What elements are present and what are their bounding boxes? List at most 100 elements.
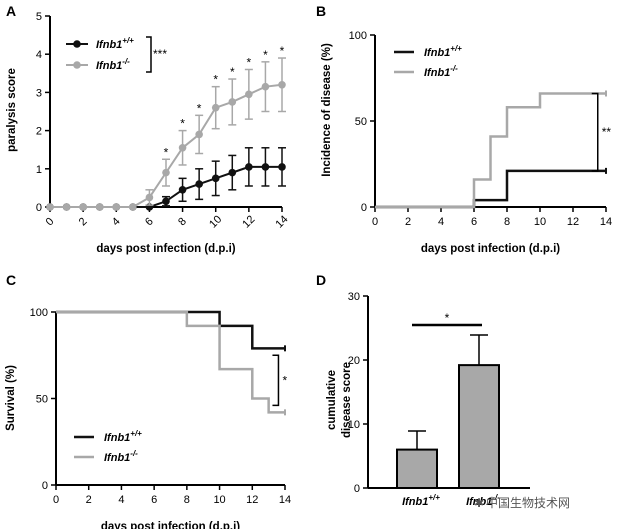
y-tick-label-b: 50 — [355, 116, 367, 128]
bar-1 — [458, 364, 500, 489]
x-tick-label-b: 10 — [534, 216, 546, 228]
x-tick-label-b: 12 — [567, 216, 579, 228]
watermark: 中国生物技术网 — [486, 495, 570, 510]
legend-marker-ko — [73, 61, 81, 69]
data-point-wt — [162, 197, 170, 206]
x-axis-label-c: days post infection (d.p.i) — [101, 521, 240, 529]
x-category-label-0: Ifnb1+/+ — [402, 493, 440, 508]
x-tick-label-c: 8 — [184, 494, 190, 506]
y-tick-label-a: 5 — [36, 11, 42, 23]
legend-label-wt: Ifnb1+/+ — [424, 44, 462, 59]
y-tick-label-b: 100 — [349, 30, 367, 42]
significance-star: * — [164, 145, 169, 159]
x-tick-label-c: 10 — [213, 494, 225, 506]
significance-star: * — [180, 117, 185, 131]
bar-0 — [396, 448, 438, 490]
y-tick-label-c: 50 — [36, 394, 48, 406]
x-tick-label-b: 0 — [372, 216, 378, 228]
y-tick-label-a: 2 — [36, 126, 42, 138]
x-tick-label-a: 12 — [240, 213, 257, 230]
data-point-ko — [95, 203, 104, 211]
x-tick-label-c: 12 — [246, 494, 258, 506]
step-line-wt — [56, 310, 285, 350]
significance-star: * — [280, 44, 285, 58]
data-point-wt — [261, 163, 270, 171]
panel-letter-d: D — [316, 272, 326, 288]
data-point-wt — [278, 163, 286, 171]
x-category-label-1: Ifnb1-/- — [466, 493, 500, 508]
x-tick-label-b: 14 — [600, 216, 612, 228]
x-tick-label-a: 4 — [110, 216, 123, 229]
y-tick-label-a: 4 — [36, 49, 42, 61]
panel-letter-b: B — [316, 3, 326, 19]
significance-label: * — [282, 373, 287, 387]
x-tick-label-c: 14 — [279, 494, 291, 506]
significance-star: * — [263, 48, 268, 62]
x-axis-label-a: days post infection (d.p.i) — [96, 243, 235, 255]
data-point-wt — [195, 180, 203, 188]
y-tick-label-a: 0 — [36, 202, 42, 214]
significance-label: * — [445, 311, 450, 325]
y-axis-label-d: cumulative — [326, 370, 338, 430]
legend-marker-wt — [73, 40, 81, 48]
y-axis-label-d: disease score — [341, 362, 353, 438]
data-point-ko — [79, 203, 87, 211]
data-point-ko — [112, 203, 121, 211]
data-point-ko — [278, 80, 286, 89]
panel-letter-a: A — [6, 3, 16, 19]
x-tick-label-c: 2 — [86, 494, 92, 506]
y-tick-label-d: 30 — [348, 291, 360, 303]
y-tick-label-c: 0 — [42, 480, 48, 492]
y-axis-label-a: paralysis score — [6, 68, 18, 152]
significance-bracket — [591, 92, 599, 172]
legend-label-wt: Ifnb1+/+ — [96, 36, 134, 51]
significance-bracket — [272, 354, 280, 407]
data-point-ko — [228, 98, 237, 106]
watermark-logo-icon: ✱ — [474, 496, 484, 510]
significance-star: * — [197, 101, 202, 115]
x-tick-label-a: 8 — [176, 216, 189, 229]
data-point-ko — [261, 82, 270, 91]
x-axis-label-b: days post infection (d.p.i) — [421, 243, 560, 255]
data-point-wt — [211, 174, 220, 183]
x-tick-label-a: 10 — [207, 213, 224, 230]
y-tick-label-d: 0 — [354, 483, 360, 495]
data-point-ko — [145, 193, 154, 202]
x-tick-label-c: 4 — [118, 494, 124, 506]
data-point-ko — [46, 203, 54, 211]
significance-label: ** — [602, 125, 612, 139]
y-tick-label-d: 10 — [348, 419, 360, 431]
y-tick-label-a: 3 — [36, 87, 42, 99]
x-tick-label-b: 6 — [471, 216, 477, 228]
x-tick-label-c: 6 — [151, 494, 157, 506]
legend-significance: *** — [153, 47, 167, 61]
x-tick-label-a: 2 — [77, 216, 90, 229]
x-tick-label-a: 6 — [143, 216, 156, 229]
chart-d: 0 10 20 30 cumulative disease score Ifnb1+/+ If… — [326, 291, 530, 508]
data-point-ko — [62, 203, 71, 211]
y-axis-label-c: Survival (%) — [5, 365, 17, 431]
y-axis-label-b: Incidence of disease (%) — [321, 43, 333, 177]
data-point-ko — [178, 143, 187, 152]
y-tick-label-d: 20 — [348, 355, 360, 367]
x-tick-label-c: 0 — [53, 494, 59, 506]
significance-star: * — [247, 55, 252, 69]
legend-label-ko: Ifnb1-/- — [96, 57, 130, 72]
y-tick-label-c: 100 — [30, 307, 48, 319]
panel-letter-c: C — [6, 272, 16, 288]
data-point-ko — [129, 203, 137, 211]
data-point-ko — [211, 103, 220, 112]
step-line-ko — [56, 310, 285, 414]
legend-bracket — [146, 36, 152, 73]
x-tick-label-b: 4 — [438, 216, 444, 228]
significance-star: * — [230, 65, 235, 79]
chart-b: 0 2 4 6 8 10 12 14 0 50 100 days post infection (d.… — [321, 30, 612, 255]
chart-c: 0 2 4 6 8 10 12 14 0 50 100 days post infection (d.… — [5, 307, 291, 529]
legend-label-ko: Ifnb1-/- — [424, 64, 458, 79]
data-point-wt — [178, 186, 187, 194]
data-point-wt — [228, 168, 237, 177]
y-tick-label-b: 0 — [361, 202, 367, 214]
legend-label-wt: Ifnb1+/+ — [104, 429, 142, 444]
